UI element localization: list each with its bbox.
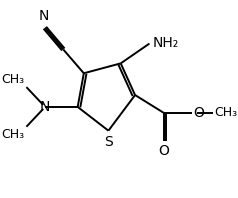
Text: N: N xyxy=(40,100,50,114)
Text: CH₃: CH₃ xyxy=(215,106,238,119)
Text: S: S xyxy=(104,135,113,149)
Text: O: O xyxy=(158,144,169,158)
Text: CH₃: CH₃ xyxy=(1,128,24,141)
Text: CH₃: CH₃ xyxy=(1,73,24,86)
Text: NH₂: NH₂ xyxy=(153,36,179,50)
Text: O: O xyxy=(193,106,204,120)
Text: N: N xyxy=(39,9,49,23)
